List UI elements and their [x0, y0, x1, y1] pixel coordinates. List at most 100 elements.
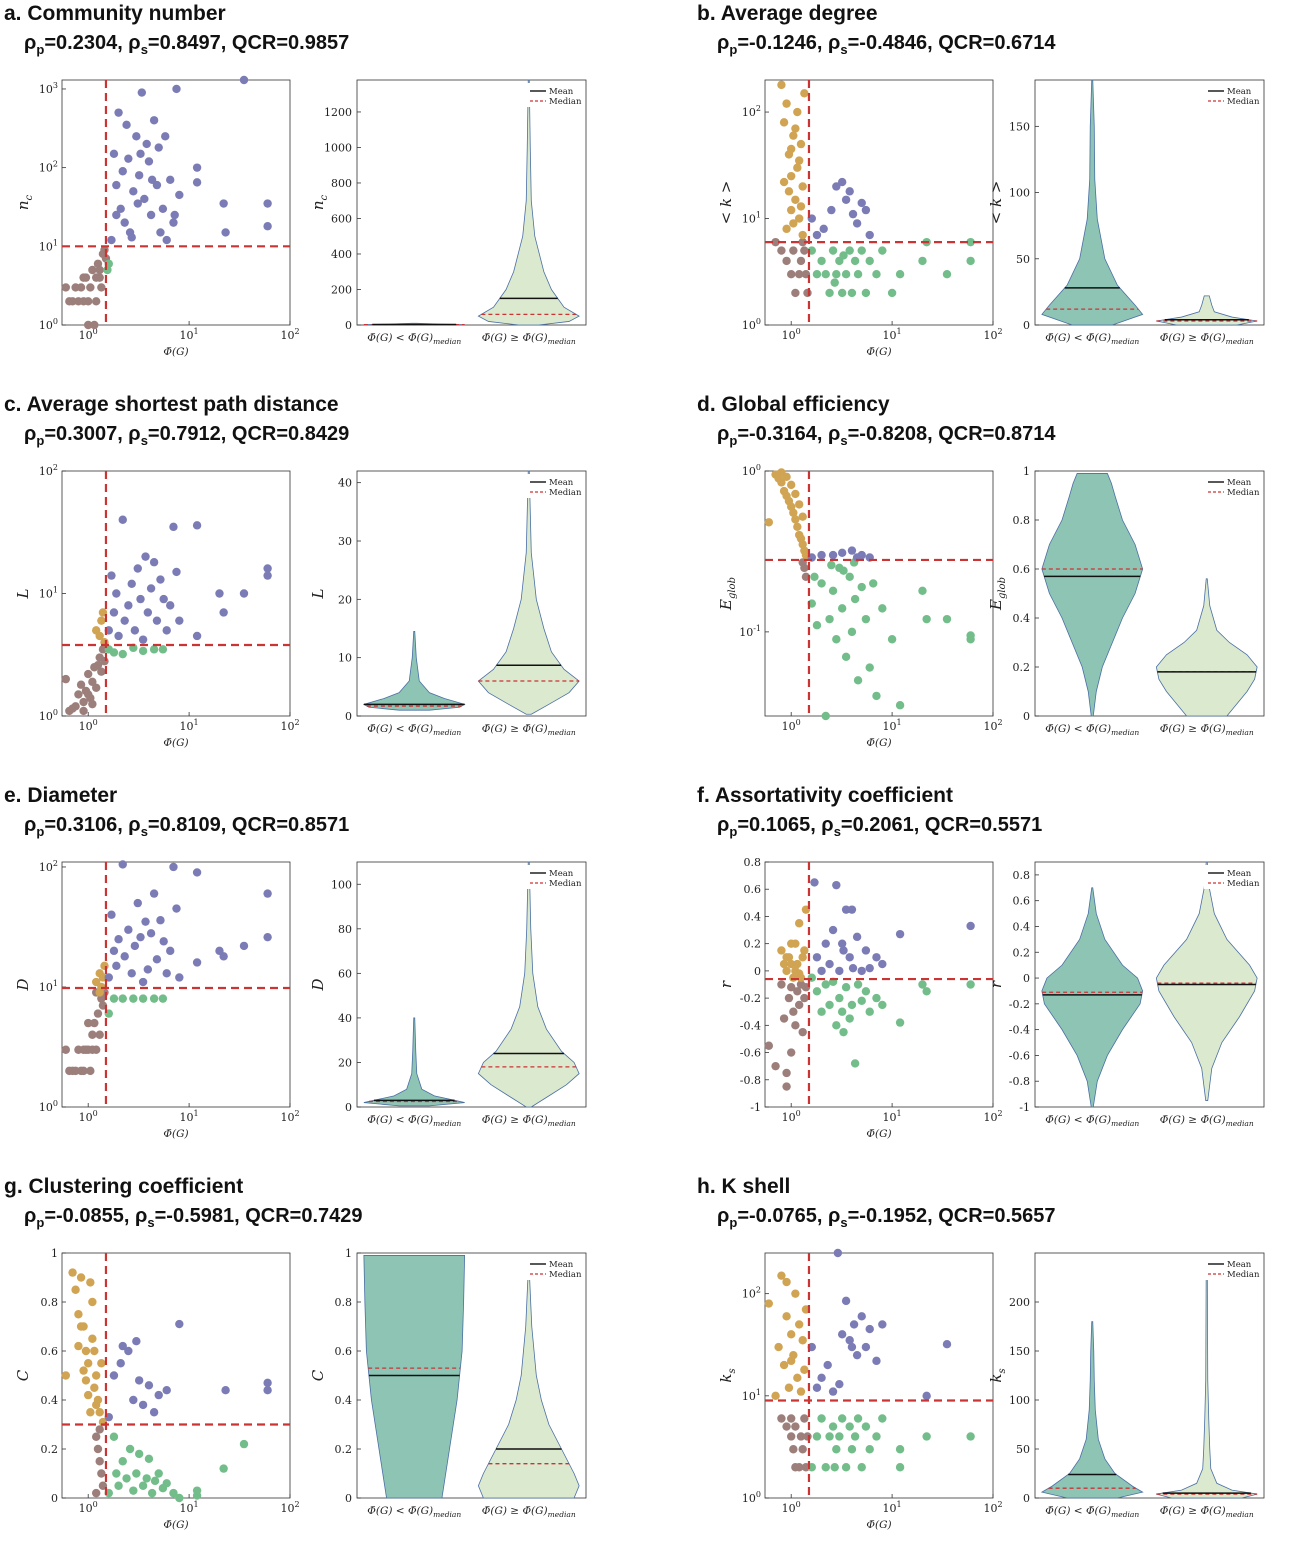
point-purple: [124, 925, 133, 934]
point-purple: [132, 1337, 141, 1346]
stats-text: ρ: [717, 32, 730, 54]
point-brown: [791, 1463, 800, 1472]
point-purple: [825, 959, 834, 969]
point-brown: [71, 702, 80, 711]
point-gold: [793, 959, 802, 969]
point-green: [239, 1439, 249, 1449]
y-tick-label: 10-1: [739, 624, 761, 639]
point-green: [841, 1463, 851, 1472]
y-tick-label: 40: [338, 1012, 352, 1025]
point-brown: [803, 1432, 812, 1441]
panel-stats: ρp=-0.0765, ρs=-0.1952, QCR=0.5657: [717, 1205, 1056, 1230]
y-tick-label: 0.6: [41, 1345, 59, 1358]
point-green: [837, 1414, 847, 1423]
point-gold: [794, 1320, 804, 1329]
point-purple: [263, 932, 272, 942]
point-purple: [156, 228, 165, 237]
stats-text: , ρ: [816, 423, 841, 445]
point-gold: [786, 144, 796, 154]
chart-svg: 100 101 102 100 101 102 Φ̄(G) < k > 0 50 100 150 < k…: [717, 79, 1265, 358]
stats-text: , ρ: [816, 1205, 841, 1227]
point-gold: [798, 953, 807, 962]
stats-value: 0.3106: [56, 814, 118, 836]
point-green: [922, 614, 931, 624]
point-purple: [146, 584, 156, 593]
point-brown: [100, 657, 109, 666]
point-green: [857, 1463, 866, 1472]
x-tick-label: 102: [280, 1500, 299, 1515]
y-axis-label: nc: [14, 194, 35, 210]
point-purple: [152, 616, 162, 625]
point-purple: [120, 616, 129, 625]
point-purple: [857, 198, 866, 208]
point-purple: [120, 952, 129, 961]
point-green: [837, 288, 847, 298]
point-purple: [812, 953, 822, 962]
point-gold: [793, 522, 802, 531]
point-brown: [79, 1066, 88, 1076]
point-green: [835, 1432, 844, 1441]
point-gold: [88, 1334, 97, 1343]
point-purple: [861, 205, 871, 215]
y-tick-label: -0.4: [740, 1019, 761, 1032]
y-tick-label: -0.6: [1009, 1049, 1030, 1062]
point-brown: [786, 1048, 796, 1057]
point-gold: [97, 1359, 106, 1368]
panel-title: h. K shell: [697, 1175, 791, 1198]
point-green: [812, 621, 822, 630]
point-purple: [156, 575, 165, 584]
violin-frame: [1034, 79, 1265, 326]
point-green: [150, 1476, 160, 1486]
point-gold: [97, 616, 106, 625]
point-purple: [118, 860, 127, 869]
y-axis-label: ks: [987, 1368, 1008, 1382]
point-purple: [175, 616, 184, 625]
point-purple: [109, 1371, 119, 1380]
point-gold: [81, 1376, 91, 1385]
y-tick-label: 100: [39, 1099, 58, 1114]
point-purple: [124, 601, 133, 610]
point-green: [850, 256, 860, 266]
point-purple: [835, 1379, 844, 1389]
point-purple: [107, 571, 116, 580]
x-tick-label: 101: [883, 718, 902, 733]
point-green: [149, 645, 159, 654]
point-purple: [857, 1312, 866, 1321]
point-purple: [942, 1340, 952, 1349]
point-purple: [109, 608, 119, 617]
point-green: [857, 996, 866, 1006]
y-tick-label: 0: [1023, 972, 1030, 985]
legend-box: [1204, 1256, 1260, 1280]
panel-title: f. Assortativity coefficient: [697, 784, 953, 807]
point-green: [872, 691, 881, 701]
point-gold: [791, 1289, 800, 1298]
point-brown: [798, 237, 807, 247]
y-tick-label: 0.4: [1013, 612, 1031, 625]
y-tick-label: 100: [39, 708, 58, 723]
point-brown: [796, 256, 806, 266]
point-purple: [837, 1330, 847, 1339]
point-green: [158, 645, 168, 654]
y-tick-label: 100: [331, 878, 352, 891]
point-green: [158, 994, 168, 1003]
y-tick-label: 0.2: [41, 1443, 59, 1456]
point-purple: [865, 963, 874, 973]
violin-frame: [356, 861, 587, 1108]
panel-title: g. Clustering coefficient: [4, 1175, 244, 1198]
point-purple: [810, 878, 819, 887]
point-brown: [771, 1061, 780, 1071]
point-purple: [112, 589, 121, 598]
point-purple: [147, 175, 157, 185]
chart-svg: 100 101 102 -1 -0.8 -0.6 -0.4 -0.2 0 0.2 0.4 0.6 0.8…: [717, 856, 1265, 1140]
point-green: [109, 1432, 119, 1441]
y-tick-label: 0.6: [1013, 563, 1031, 576]
violin-plot: 0 0.2 0.4 0.6 0.8 1 C Φ̄(G) < Φ̄(G)median Φ̄(G) …: [309, 1247, 587, 1519]
stats-value: -0.0855: [56, 1205, 124, 1227]
point-purple: [878, 959, 887, 969]
point-gold: [777, 478, 786, 487]
legend-box: [1204, 474, 1260, 498]
point-brown: [791, 1422, 800, 1431]
y-tick-label: 0.4: [41, 1394, 59, 1407]
point-gold: [95, 1408, 104, 1417]
point-purple: [156, 916, 165, 925]
